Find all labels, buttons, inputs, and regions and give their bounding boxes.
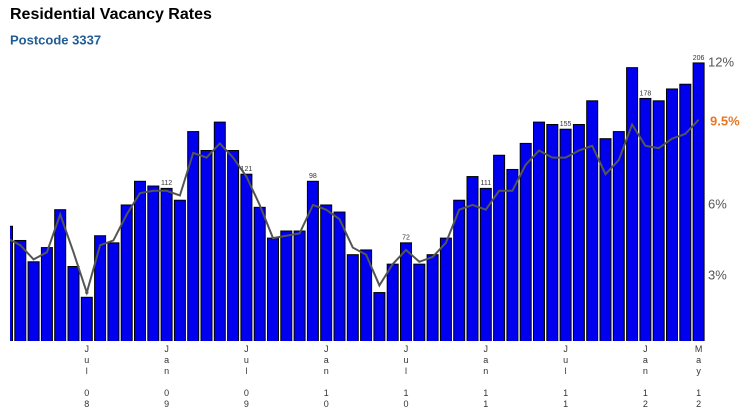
bar-label: 112 <box>161 180 172 187</box>
bar <box>586 100 599 341</box>
bar <box>373 292 386 341</box>
bar-label: 111 <box>480 180 491 187</box>
bar <box>346 254 359 341</box>
bar <box>666 88 678 341</box>
bar-label: 3 <box>5 218 9 225</box>
bar <box>306 180 319 341</box>
bar <box>400 242 412 341</box>
bar <box>679 83 692 341</box>
bar <box>386 263 399 341</box>
bar <box>10 225 13 341</box>
bar-label: 121 <box>241 166 253 173</box>
bar <box>67 266 80 341</box>
bar <box>27 261 40 341</box>
bar <box>559 128 572 341</box>
bar <box>293 230 306 341</box>
current-value-label: 9.5% <box>710 114 740 129</box>
line <box>10 119 700 296</box>
bar-label: 72 <box>402 235 410 242</box>
bar-label: 178 <box>640 90 652 97</box>
bar <box>599 138 612 341</box>
chart-subtitle: Postcode 3337 <box>10 32 101 47</box>
bar <box>519 142 532 341</box>
bar <box>54 209 67 341</box>
bar-label: 206 <box>693 55 705 62</box>
bar <box>692 62 705 341</box>
bar <box>533 121 545 341</box>
bar <box>280 230 293 341</box>
bar <box>187 131 200 341</box>
bar <box>173 199 186 341</box>
bar <box>40 247 53 341</box>
bar-label: 98 <box>309 173 317 180</box>
bar <box>160 187 173 341</box>
bar <box>267 237 279 341</box>
bar <box>652 100 665 341</box>
bar <box>413 263 426 341</box>
bar <box>466 176 479 341</box>
bar <box>120 204 133 341</box>
bar <box>147 185 160 341</box>
bar <box>493 154 506 341</box>
bar <box>200 150 213 341</box>
y-tick-label: 3% <box>708 267 727 282</box>
bar <box>134 180 146 341</box>
bar <box>453 199 466 341</box>
bar <box>320 204 333 341</box>
bar <box>360 249 373 341</box>
bar <box>227 150 240 341</box>
y-tick-label: 12% <box>708 54 734 69</box>
bar <box>14 239 27 341</box>
bar <box>612 131 625 341</box>
bar <box>80 296 93 341</box>
bar <box>506 168 519 341</box>
bar <box>639 97 652 341</box>
bar <box>626 67 639 341</box>
bar <box>107 242 120 341</box>
bar <box>546 123 559 341</box>
bar <box>572 123 585 341</box>
bar <box>94 235 107 341</box>
bar-label: 155 <box>560 121 572 128</box>
chart-title: Residential Vacancy Rates <box>10 6 212 23</box>
bar <box>240 173 253 341</box>
bar <box>333 211 346 341</box>
bar <box>253 206 266 341</box>
y-tick-label: 6% <box>708 196 727 211</box>
bar <box>213 121 226 341</box>
bar <box>479 187 492 341</box>
bar <box>439 237 452 341</box>
bar <box>426 254 439 341</box>
